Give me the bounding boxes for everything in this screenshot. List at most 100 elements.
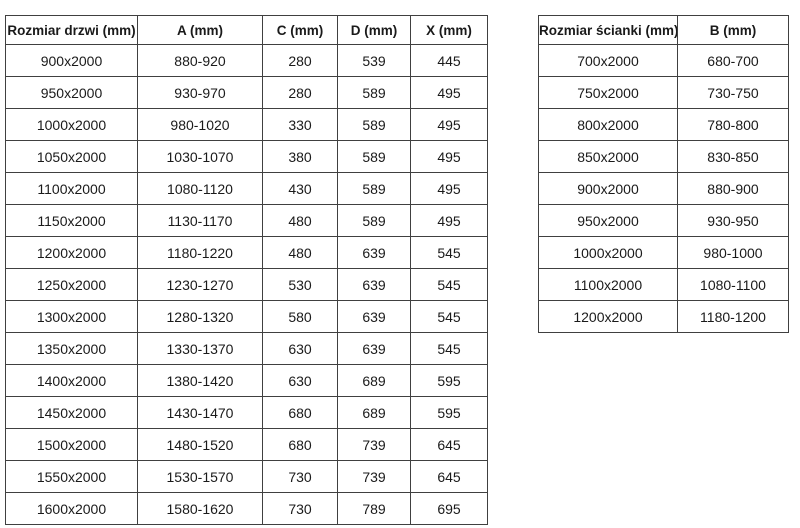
column-header: Rozmiar ścianki (mm) xyxy=(538,15,678,45)
table-cell: 495 xyxy=(410,76,488,109)
table-cell: 850x2000 xyxy=(538,140,678,173)
table-cell: 480 xyxy=(262,236,338,269)
table-cell: 730 xyxy=(262,460,338,493)
wall-sizes-header-row: Rozmiar ścianki (mm) B (mm) xyxy=(538,15,789,45)
table-row: 1250x2000 1230-1270 530 639 545 xyxy=(5,268,488,301)
table-cell: 1200x2000 xyxy=(538,300,678,333)
table-cell: 589 xyxy=(337,140,411,173)
table-cell: 780-800 xyxy=(677,108,789,141)
table-cell: 950x2000 xyxy=(538,204,678,237)
table-cell: 545 xyxy=(410,300,488,333)
table-cell: 1600x2000 xyxy=(5,492,138,525)
table-cell: 739 xyxy=(337,460,411,493)
table-cell: 639 xyxy=(337,236,411,269)
table-cell: 700x2000 xyxy=(538,44,678,77)
table-cell: 930-970 xyxy=(137,76,263,109)
table-cell: 1350x2000 xyxy=(5,332,138,365)
table-cell: 639 xyxy=(337,268,411,301)
table-row: 700x2000 680-700 xyxy=(538,44,789,77)
table-row: 1350x2000 1330-1370 630 639 545 xyxy=(5,332,488,365)
column-header: X (mm) xyxy=(410,15,488,45)
door-sizes-header-row: Rozmiar drzwi (mm) A (mm) C (mm) D (mm) X (m… xyxy=(5,15,488,45)
column-header: Rozmiar drzwi (mm) xyxy=(5,15,138,45)
table-cell: 539 xyxy=(337,44,411,77)
table-cell: 645 xyxy=(410,428,488,461)
table-cell: 280 xyxy=(262,44,338,77)
table-cell: 1450x2000 xyxy=(5,396,138,429)
table-cell: 695 xyxy=(410,492,488,525)
table-cell: 789 xyxy=(337,492,411,525)
column-header: B (mm) xyxy=(677,15,789,45)
table-cell: 689 xyxy=(337,396,411,429)
table-row: 1100x2000 1080-1120 430 589 495 xyxy=(5,172,488,205)
table-cell: 680 xyxy=(262,396,338,429)
table-cell: 1000x2000 xyxy=(5,108,138,141)
table-cell: 330 xyxy=(262,108,338,141)
table-cell: 980-1020 xyxy=(137,108,263,141)
table-cell: 1500x2000 xyxy=(5,428,138,461)
table-cell: 1430-1470 xyxy=(137,396,263,429)
table-cell: 1230-1270 xyxy=(137,268,263,301)
table-row: 1100x2000 1080-1100 xyxy=(538,268,789,301)
table-cell: 430 xyxy=(262,172,338,205)
table-cell: 1180-1220 xyxy=(137,236,263,269)
table-cell: 1130-1170 xyxy=(137,204,263,237)
table-row: 1000x2000 980-1000 xyxy=(538,236,789,269)
table-cell: 1530-1570 xyxy=(137,460,263,493)
table-cell: 900x2000 xyxy=(5,44,138,77)
table-cell: 589 xyxy=(337,76,411,109)
table-cell: 1300x2000 xyxy=(5,300,138,333)
table-cell: 589 xyxy=(337,204,411,237)
table-cell: 589 xyxy=(337,108,411,141)
table-row: 850x2000 830-850 xyxy=(538,140,789,173)
table-row: 1400x2000 1380-1420 630 689 595 xyxy=(5,364,488,397)
table-row: 1450x2000 1430-1470 680 689 595 xyxy=(5,396,488,429)
table-cell: 480 xyxy=(262,204,338,237)
wall-sizes-table: Rozmiar ścianki (mm) B (mm) 700x2000 680-7… xyxy=(538,15,789,333)
table-cell: 445 xyxy=(410,44,488,77)
table-row: 950x2000 930-970 280 589 495 xyxy=(5,76,488,109)
table-cell: 830-850 xyxy=(677,140,789,173)
table-cell: 545 xyxy=(410,332,488,365)
column-header: D (mm) xyxy=(337,15,411,45)
table-cell: 750x2000 xyxy=(538,76,678,109)
table-cell: 595 xyxy=(410,396,488,429)
table-cell: 545 xyxy=(410,268,488,301)
column-header: C (mm) xyxy=(262,15,338,45)
table-cell: 880-900 xyxy=(677,172,789,205)
table-row: 1300x2000 1280-1320 580 639 545 xyxy=(5,300,488,333)
table-cell: 680 xyxy=(262,428,338,461)
table-cell: 1100x2000 xyxy=(538,268,678,301)
table-row: 1550x2000 1530-1570 730 739 645 xyxy=(5,460,488,493)
table-cell: 495 xyxy=(410,140,488,173)
table-cell: 380 xyxy=(262,140,338,173)
table-cell: 880-920 xyxy=(137,44,263,77)
table-row: 900x2000 880-920 280 539 445 xyxy=(5,44,488,77)
table-cell: 1100x2000 xyxy=(5,172,138,205)
table-row: 1600x2000 1580-1620 730 789 695 xyxy=(5,492,488,525)
table-cell: 630 xyxy=(262,364,338,397)
table-cell: 495 xyxy=(410,172,488,205)
table-cell: 1250x2000 xyxy=(5,268,138,301)
table-cell: 495 xyxy=(410,108,488,141)
table-row: 750x2000 730-750 xyxy=(538,76,789,109)
table-row: 1150x2000 1130-1170 480 589 495 xyxy=(5,204,488,237)
table-cell: 689 xyxy=(337,364,411,397)
table-cell: 495 xyxy=(410,204,488,237)
table-cell: 1580-1620 xyxy=(137,492,263,525)
table-row: 1050x2000 1030-1070 380 589 495 xyxy=(5,140,488,173)
table-cell: 980-1000 xyxy=(677,236,789,269)
table-cell: 1550x2000 xyxy=(5,460,138,493)
table-cell: 1380-1420 xyxy=(137,364,263,397)
column-header: A (mm) xyxy=(137,15,263,45)
table-cell: 1030-1070 xyxy=(137,140,263,173)
table-cell: 580 xyxy=(262,300,338,333)
table-row: 1000x2000 980-1020 330 589 495 xyxy=(5,108,488,141)
table-cell: 530 xyxy=(262,268,338,301)
table-cell: 1400x2000 xyxy=(5,364,138,397)
table-cell: 645 xyxy=(410,460,488,493)
table-cell: 739 xyxy=(337,428,411,461)
table-cell: 1280-1320 xyxy=(137,300,263,333)
table-cell: 589 xyxy=(337,172,411,205)
